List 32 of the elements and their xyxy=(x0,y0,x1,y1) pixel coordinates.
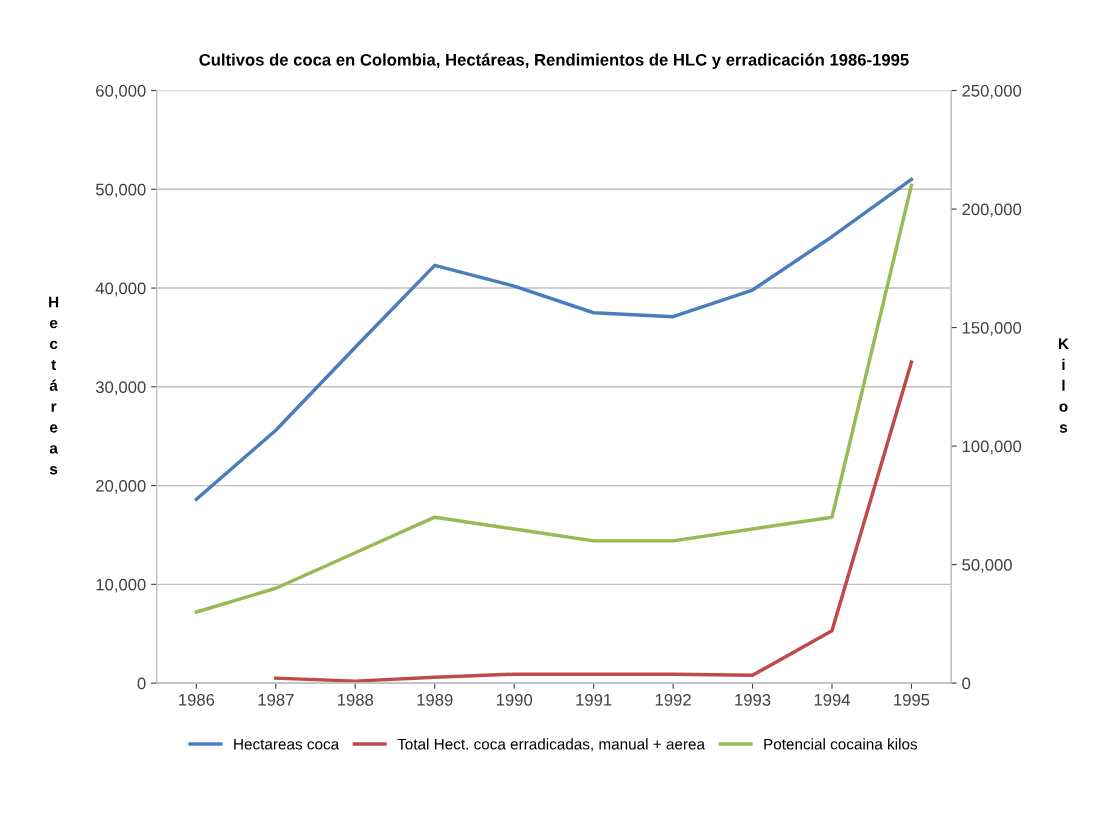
x-tick-label: 1994 xyxy=(814,693,851,706)
y-tick-label: 30,000 xyxy=(95,381,146,395)
x-tick-label: 1992 xyxy=(655,693,691,706)
y2-axis-title: Kilos xyxy=(1058,338,1069,433)
chart-title: Cultivos de coca en Colombia, Hectáreas, Rendimientos de HLC y erradicación 1986-1995 xyxy=(199,53,909,69)
y-tick-label: 0 xyxy=(137,677,146,690)
x-tick-label: 1993 xyxy=(735,693,771,706)
x-tick-label: 1995 xyxy=(894,693,930,706)
legend-label: Hectareas coca xyxy=(234,738,340,750)
y2-tick-label: 200,000 xyxy=(962,203,1022,218)
x-tick-label: 1991 xyxy=(576,693,612,706)
y-tick-label: 60,000 xyxy=(96,84,146,99)
x-tick-label: 1989 xyxy=(417,693,453,706)
y-tick-label: 10,000 xyxy=(96,578,146,593)
y2-tick-label: 100,000 xyxy=(962,440,1022,455)
line-series xyxy=(194,183,914,614)
y2-tick-label: 250,000 xyxy=(962,84,1022,99)
x-tick-label: 1988 xyxy=(338,693,374,706)
x-tick-label: 1990 xyxy=(496,693,533,706)
text: Hectáreas xyxy=(49,296,59,475)
x-tick-label: 1986 xyxy=(179,693,215,706)
y-tick-label: 50,000 xyxy=(95,183,146,198)
y-tick-label: 40,000 xyxy=(95,282,146,297)
x-tick-label: 1987 xyxy=(258,693,294,706)
line-series xyxy=(274,360,914,683)
y2-tick-label: 50,000 xyxy=(962,558,1012,573)
y2-tick-label: 0 xyxy=(962,677,971,690)
legend-label: Potencial cocaina kilos xyxy=(764,738,918,750)
line-series xyxy=(194,177,914,502)
y-tick-label: 20,000 xyxy=(96,479,146,494)
y2-tick-label: 150,000 xyxy=(962,321,1022,336)
legend-label: Total Hect. coca erradicadas, manual + aerea xyxy=(397,738,706,752)
